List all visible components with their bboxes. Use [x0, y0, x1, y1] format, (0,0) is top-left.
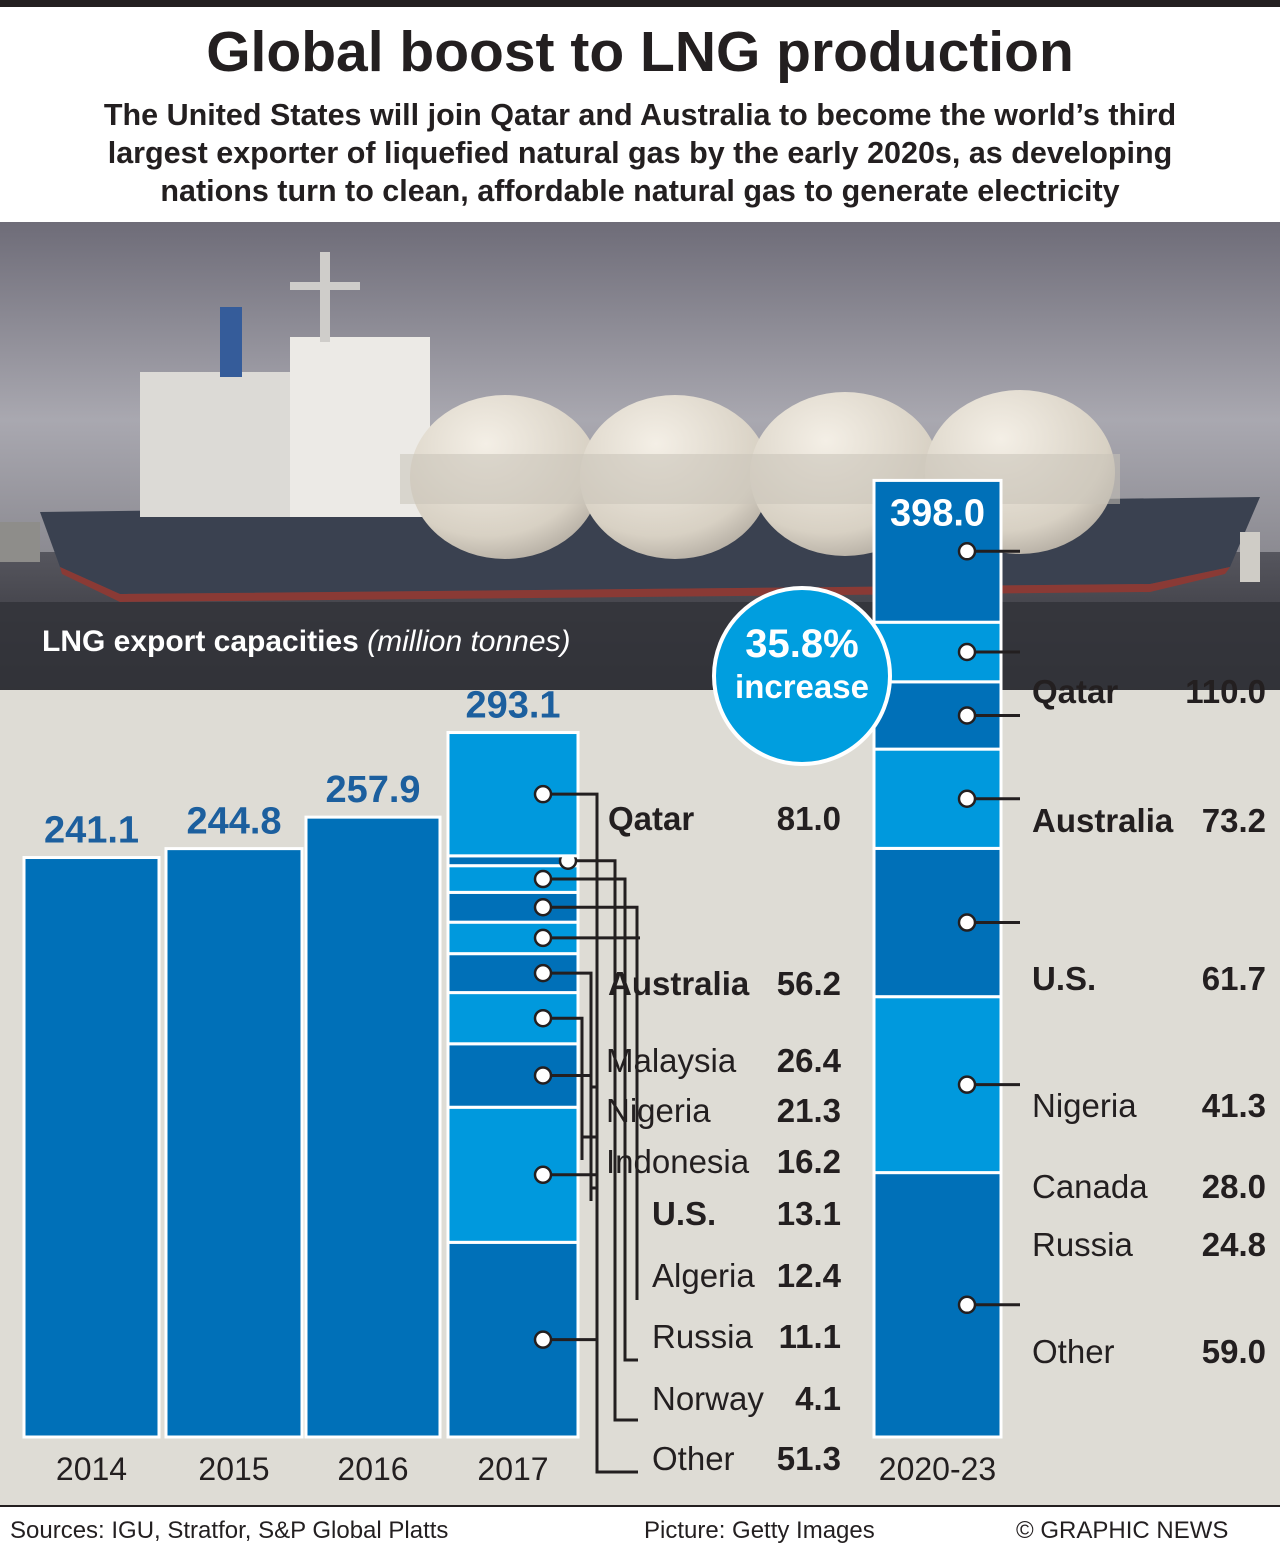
series-name-2017-other: Other: [652, 1440, 735, 1477]
bar-value-2020-23: 398.0: [890, 492, 985, 534]
x-tick-label-2016: 2016: [337, 1451, 408, 1487]
x-tick-label-2017: 2017: [477, 1451, 548, 1487]
bar-value-2015: 244.8: [186, 801, 281, 843]
series-value-2017-indonesia: 16.2: [777, 1143, 841, 1180]
series-name-2020-23-u-s: U.S.: [1032, 960, 1096, 997]
leader-dot-2017-algeria: [533, 898, 553, 917]
series-name-2017-russia: Russia: [652, 1318, 754, 1355]
bar-value-2017: 293.1: [465, 685, 560, 727]
footer-copyright: © GRAPHIC NEWS: [1016, 1517, 1229, 1544]
series-value-2020-23-qatar: 110.0: [1185, 673, 1266, 710]
series-name-2020-23-russia: Russia: [1032, 1226, 1134, 1263]
leader-line-2017-algeria: [543, 905, 639, 1300]
series-value-2020-23-australia: 73.2: [1202, 802, 1266, 839]
page-subtitle: The United States will join Qatar and Au…: [0, 96, 1280, 210]
bar-2016: [304, 815, 442, 1439]
subtitle-line: largest exporter of liquefied natural ga…: [107, 136, 1173, 170]
leader-dot-2017-australia: [533, 1165, 553, 1185]
footer-picture-credit: Picture: Getty Images: [644, 1517, 875, 1544]
leader-dot-2017-other: [533, 784, 553, 804]
increase-badge: 35.8% increase: [712, 586, 892, 766]
subtitle-line: The United States will join Qatar and Au…: [103, 98, 1177, 132]
lng-tanker-photo: [0, 222, 1280, 702]
footer-sources: Sources: IGU, Stratfor, S&P Global Platt…: [10, 1517, 449, 1544]
leader-dot-2017-indonesia: [533, 963, 553, 983]
chart-title-unit: (million tonnes): [367, 625, 571, 658]
bar-2014: [22, 856, 161, 1439]
leader-dot-2020-23-other: [957, 542, 977, 561]
increase-value: 35.8%: [745, 622, 859, 666]
leader-line-2017-malaysia: [543, 1074, 598, 1097]
leader-line-2017-indonesia: [543, 971, 598, 1201]
leader-dot-2020-23-qatar: [957, 1295, 977, 1315]
series-name-2017-nigeria: Nigeria: [606, 1092, 711, 1129]
series-value-2020-23-russia: 24.8: [1202, 1226, 1266, 1263]
series-value-2017-australia: 56.2: [777, 965, 841, 1002]
x-tick-label-2020-23: 2020-23: [879, 1451, 996, 1487]
series-name-2020-23-australia: Australia: [1032, 802, 1174, 839]
series-value-2017-qatar: 81.0: [777, 800, 841, 837]
series-value-2017-malaysia: 26.4: [777, 1042, 842, 1079]
leader-dot-2017-russia: [533, 869, 553, 889]
leader-dot-2017-nigeria: [533, 1008, 553, 1028]
series-name-2017-norway: Norway: [652, 1380, 764, 1417]
x-tick-label-2015: 2015: [198, 1451, 269, 1487]
series-name-2020-23-qatar: Qatar: [1032, 673, 1118, 710]
series-name-2017-malaysia: Malaysia: [606, 1042, 737, 1079]
footer: Sources: IGU, Stratfor, S&P Global Platt…: [0, 1505, 1280, 1554]
series-value-2017-algeria: 12.4: [777, 1257, 842, 1294]
series-value-2020-23-other: 59.0: [1202, 1333, 1266, 1370]
leader-dot-2017-u-s: [533, 928, 553, 948]
subtitle-line: nations turn to clean, affordable natura…: [160, 174, 1120, 208]
top-rule: [0, 0, 1280, 7]
series-value-2017-other: 51.3: [777, 1440, 841, 1477]
series-value-2017-u-s: 13.1: [777, 1195, 841, 1232]
bar-2015: [164, 847, 304, 1439]
leader-dot-2020-23-nigeria: [957, 789, 977, 809]
increase-label: increase: [735, 668, 869, 705]
leader-dot-2017-qatar: [533, 1330, 553, 1349]
leader-dot-2020-23-russia: [957, 642, 977, 662]
leader-line-2017-norway: [568, 859, 638, 1422]
series-value-2020-23-canada: 28.0: [1202, 1168, 1266, 1205]
series-name-2017-australia: Australia: [608, 965, 750, 1002]
leader-line-2017-nigeria: [543, 1016, 598, 1160]
series-value-2020-23-u-s: 61.7: [1202, 960, 1266, 997]
series-name-2020-23-canada: Canada: [1032, 1168, 1148, 1205]
series-value-2017-russia: 11.1: [779, 1318, 841, 1355]
x-tick-label-2014: 2014: [56, 1451, 127, 1487]
leader-dot-2020-23-canada: [957, 706, 977, 725]
series-value-2020-23-nigeria: 41.3: [1202, 1087, 1266, 1124]
leader-dot-2020-23-australia: [957, 1075, 977, 1094]
leader-dot-2017-malaysia: [533, 1066, 553, 1085]
bar-chart: 241.1 244.8 257.9 Qatar 81.0 Australia 56.2 Mal…: [22, 478, 1266, 1487]
page-title: Global boost to LNG production: [206, 20, 1074, 84]
series-name-2020-23-nigeria: Nigeria: [1032, 1087, 1137, 1124]
bar-value-2014: 241.1: [44, 810, 139, 852]
series-name-2017-indonesia: Indonesia: [606, 1143, 750, 1180]
series-value-2017-norway: 4.1: [795, 1380, 841, 1417]
chart-title-main: LNG export capacities: [42, 625, 359, 658]
chart-title: LNG export capacities (million tonnes): [42, 625, 571, 659]
segment-2020-23-other: [872, 478, 1003, 624]
leader-dot-2020-23-u-s: [957, 913, 977, 932]
series-name-2017-u-s: U.S.: [652, 1195, 716, 1232]
series-value-2017-nigeria: 21.3: [777, 1092, 841, 1129]
series-name-2017-algeria: Algeria: [652, 1257, 755, 1294]
series-name-2020-23-other: Other: [1032, 1333, 1115, 1370]
bar-value-2016: 257.9: [325, 769, 420, 811]
leader-line-2017-other: [543, 792, 638, 1474]
series-name-2017-qatar: Qatar: [608, 800, 694, 837]
